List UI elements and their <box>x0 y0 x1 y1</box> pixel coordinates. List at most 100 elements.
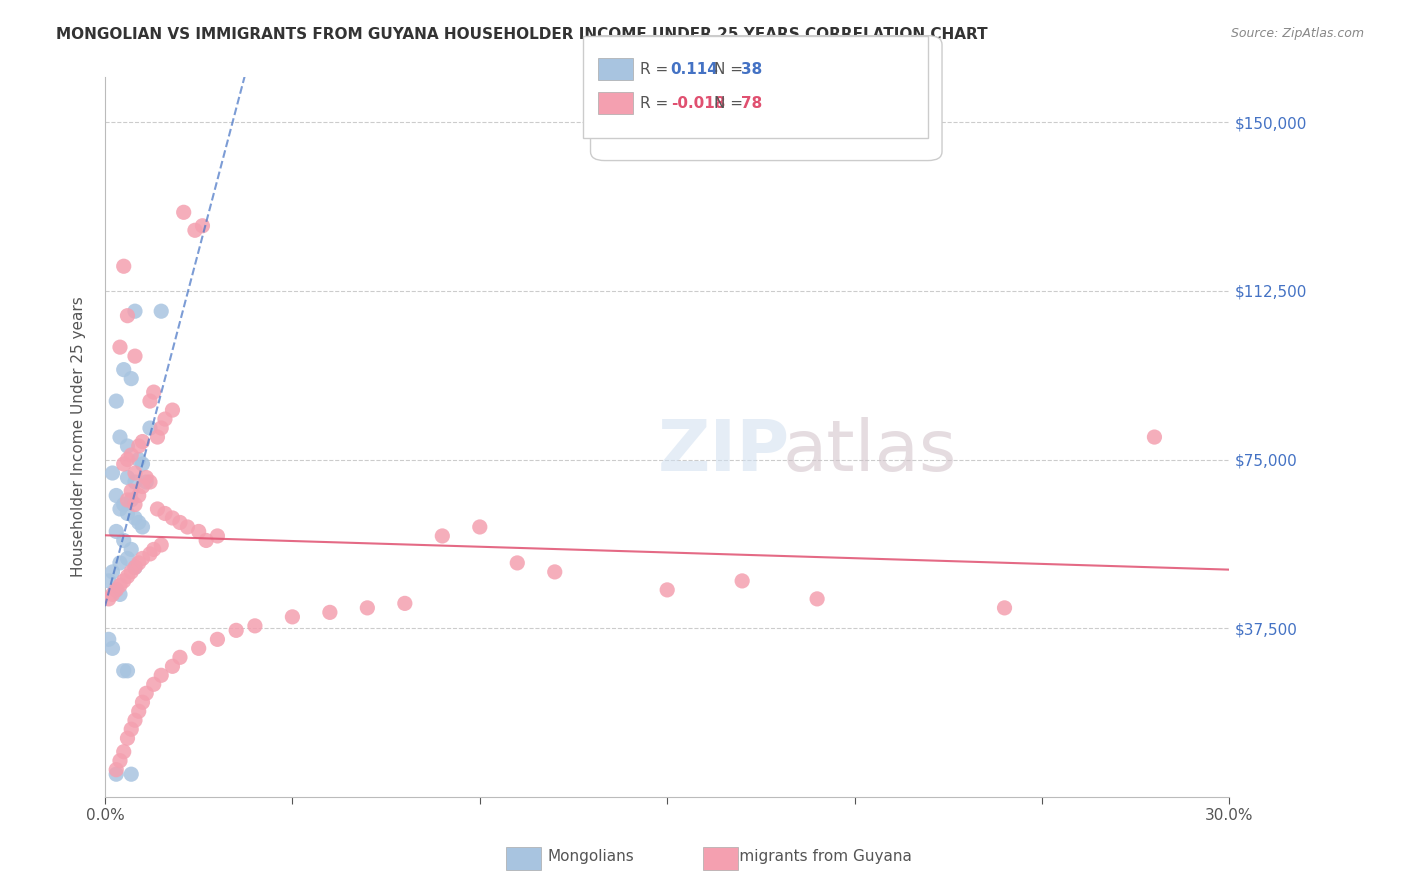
Point <box>394 596 416 610</box>
Text: N =: N = <box>714 62 744 77</box>
Y-axis label: Householder Income Under 25 years: Householder Income Under 25 years <box>72 297 86 577</box>
Point <box>124 349 146 363</box>
Point <box>146 430 169 444</box>
Point <box>120 723 142 737</box>
Point <box>117 493 139 508</box>
Point <box>432 529 454 543</box>
Point <box>117 452 139 467</box>
Point <box>124 304 146 318</box>
Point <box>142 542 165 557</box>
Point <box>544 565 567 579</box>
Point <box>131 434 153 449</box>
Point <box>105 394 128 409</box>
Text: R =: R = <box>640 96 668 111</box>
Point <box>105 582 128 597</box>
Text: Immigrants from Guyana: Immigrants from Guyana <box>720 849 911 863</box>
Point <box>169 516 191 530</box>
Point <box>105 488 128 502</box>
Point <box>120 483 142 498</box>
Point <box>112 362 135 376</box>
Point <box>112 259 135 273</box>
Point <box>112 457 135 471</box>
Point <box>243 619 266 633</box>
Point <box>139 421 162 435</box>
Point <box>162 403 184 417</box>
Point <box>101 641 124 656</box>
Point <box>128 452 150 467</box>
Point <box>117 731 139 746</box>
Point <box>195 533 218 548</box>
Point <box>128 488 150 502</box>
Point <box>108 340 131 354</box>
Point <box>120 493 142 508</box>
Point <box>105 767 128 781</box>
Point <box>225 624 247 638</box>
Point <box>142 385 165 400</box>
Point <box>117 507 139 521</box>
Point <box>162 659 184 673</box>
Point <box>207 529 229 543</box>
Point <box>112 498 135 512</box>
Point <box>101 587 124 601</box>
Text: MONGOLIAN VS IMMIGRANTS FROM GUYANA HOUSEHOLDER INCOME UNDER 25 YEARS CORRELATIO: MONGOLIAN VS IMMIGRANTS FROM GUYANA HOUS… <box>56 27 988 42</box>
Text: atlas: atlas <box>782 417 956 486</box>
Point <box>131 479 153 493</box>
Point <box>117 569 139 583</box>
Point <box>97 632 120 647</box>
Point <box>108 556 131 570</box>
Text: Source: ZipAtlas.com: Source: ZipAtlas.com <box>1230 27 1364 40</box>
Point <box>128 516 150 530</box>
Point <box>120 767 142 781</box>
Point <box>117 664 139 678</box>
Point <box>146 502 169 516</box>
Point <box>131 551 153 566</box>
Point <box>187 641 209 656</box>
Point <box>139 475 162 489</box>
Point <box>117 309 139 323</box>
Point <box>468 520 491 534</box>
Point <box>187 524 209 539</box>
Point <box>120 371 142 385</box>
Point <box>131 520 153 534</box>
Point <box>124 466 146 480</box>
Point <box>169 650 191 665</box>
Point <box>117 439 139 453</box>
Point <box>139 547 162 561</box>
Point <box>184 223 207 237</box>
Text: 38: 38 <box>741 62 762 77</box>
Point <box>108 754 131 768</box>
Point <box>319 606 342 620</box>
Point <box>124 713 146 727</box>
Point <box>153 412 176 426</box>
Point <box>112 574 135 588</box>
Point <box>105 582 128 597</box>
Point <box>176 520 198 534</box>
Point <box>108 430 131 444</box>
Point <box>139 394 162 409</box>
Point <box>135 475 157 489</box>
Point <box>112 745 135 759</box>
Point <box>806 591 828 606</box>
Point <box>124 498 146 512</box>
Point <box>128 556 150 570</box>
Point <box>101 466 124 480</box>
Point <box>731 574 754 588</box>
Text: R =: R = <box>640 62 668 77</box>
Point <box>506 556 529 570</box>
Point <box>108 502 131 516</box>
Point <box>191 219 214 233</box>
Point <box>112 533 135 548</box>
Point <box>207 632 229 647</box>
Point <box>120 542 142 557</box>
Point <box>356 600 378 615</box>
Point <box>150 668 173 682</box>
Point <box>131 695 153 709</box>
Point <box>128 704 150 718</box>
Point <box>108 578 131 592</box>
Text: N =: N = <box>714 96 744 111</box>
Point <box>105 763 128 777</box>
Point <box>105 524 128 539</box>
Point <box>150 304 173 318</box>
Point <box>173 205 195 219</box>
Point <box>117 470 139 484</box>
